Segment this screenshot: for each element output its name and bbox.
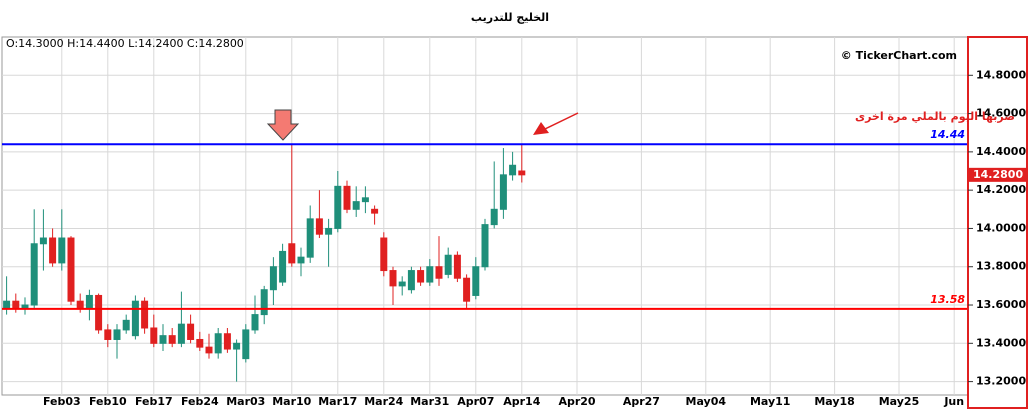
candle-body — [499, 174, 507, 210]
x-tick-label: Apr20 — [558, 395, 595, 408]
x-tick-label: Mar31 — [410, 395, 449, 408]
x-tick-label: May11 — [750, 395, 791, 408]
candle-body — [113, 329, 121, 340]
candle-body — [463, 277, 471, 302]
x-tick-label: Mar10 — [272, 395, 311, 408]
x-tick-label: May18 — [814, 395, 855, 408]
candle-body — [269, 266, 277, 291]
candle-body — [141, 300, 149, 329]
candle-body — [196, 338, 204, 348]
candle-body — [30, 243, 38, 306]
candle-body — [435, 266, 443, 279]
candle-body — [85, 294, 93, 310]
y-tick-label: 14.8000 — [976, 68, 1026, 81]
x-tick-label: Mar03 — [226, 395, 265, 408]
candle-body — [343, 185, 351, 210]
candle-body — [95, 294, 103, 331]
y-tick-label: 13.2000 — [976, 375, 1026, 388]
candle-body — [334, 185, 342, 229]
annotation-arrowhead — [533, 122, 549, 135]
candle-body — [518, 170, 526, 176]
y-tick-label: 14.4000 — [976, 145, 1026, 158]
x-tick-label: Feb03 — [43, 395, 81, 408]
chart-title: الخليج للتدريب — [471, 11, 549, 24]
watermark: © TickerChart.com — [841, 49, 957, 62]
horizontal-line-label: 13.58 — [930, 293, 965, 306]
candle-body — [398, 281, 406, 287]
x-tick-label: Feb24 — [181, 395, 219, 408]
last-price-label: 14.2800 — [973, 168, 1023, 181]
candle-body — [159, 335, 167, 344]
candle-body — [444, 254, 452, 275]
candle-body — [407, 270, 415, 291]
last-price-box — [969, 167, 1026, 182]
candle-body — [315, 218, 323, 235]
x-tick-label: Mar17 — [318, 395, 357, 408]
y-tick-label: 13.8000 — [976, 260, 1026, 273]
down-arrow-marker — [266, 109, 300, 141]
candle-body — [223, 333, 231, 350]
candle-body — [122, 319, 130, 331]
y-axis-panel — [967, 36, 1028, 409]
candle-body — [260, 289, 268, 316]
candle-body — [380, 237, 388, 272]
candle-body — [509, 164, 517, 176]
candle-body — [168, 335, 176, 344]
annotation-arrow — [544, 112, 579, 130]
x-tick-label: May04 — [686, 395, 727, 408]
candle-body — [58, 237, 66, 264]
candle-body — [297, 256, 305, 264]
y-tick-label: 13.6000 — [976, 298, 1026, 311]
candle-body — [76, 300, 84, 310]
y-tick-label: 14.0000 — [976, 221, 1026, 234]
x-tick-label: Apr14 — [503, 395, 540, 408]
candle-body — [242, 329, 250, 360]
candle-body — [214, 333, 222, 354]
candle-body — [150, 327, 158, 344]
horizontal-line-label: 14.44 — [930, 128, 965, 141]
candle-body — [481, 224, 489, 268]
candle-body — [389, 270, 397, 287]
annotation: ضربها اليوم بالملي مرة اخرى — [855, 110, 1015, 123]
y-tick-label: 14.2000 — [976, 183, 1026, 196]
candle-body — [361, 197, 369, 203]
y-tick-label: 13.4000 — [976, 336, 1026, 349]
candle-body — [67, 237, 75, 302]
candle-body — [426, 266, 434, 283]
candle-body — [12, 300, 20, 310]
candle-body — [205, 346, 213, 354]
candle-body — [472, 266, 480, 296]
candle-body — [453, 254, 461, 279]
candle-body — [187, 323, 195, 340]
plot-area — [1, 36, 969, 396]
candle-body — [417, 270, 425, 283]
candle-body — [131, 300, 139, 337]
candle-body — [39, 237, 47, 245]
candle-body — [325, 227, 333, 235]
candle-body — [251, 314, 259, 331]
x-tick-label: Apr27 — [623, 395, 660, 408]
candle-body — [49, 237, 57, 264]
candle-body — [371, 208, 379, 214]
candle-body — [306, 218, 314, 258]
candle-body — [352, 201, 360, 210]
candle-body — [3, 300, 11, 310]
ohlc-info: O:14.3000 H:14.4400 L:14.2400 C:14.2800 — [6, 37, 244, 50]
x-tick-label: Feb17 — [135, 395, 173, 408]
candle-body — [104, 329, 112, 340]
candle-body — [490, 208, 498, 226]
candle-body — [288, 243, 296, 264]
x-tick-label: Apr07 — [457, 395, 494, 408]
candle-body — [279, 250, 287, 283]
x-tick-label: Jun — [943, 395, 964, 408]
candle-body — [177, 323, 185, 344]
x-tick-label: Feb10 — [89, 395, 127, 408]
candle-body — [233, 342, 241, 350]
x-tick-label: Mar24 — [364, 395, 403, 408]
x-tick-label: May25 — [879, 395, 920, 408]
y-tick-label: 14.6000 — [976, 107, 1026, 120]
